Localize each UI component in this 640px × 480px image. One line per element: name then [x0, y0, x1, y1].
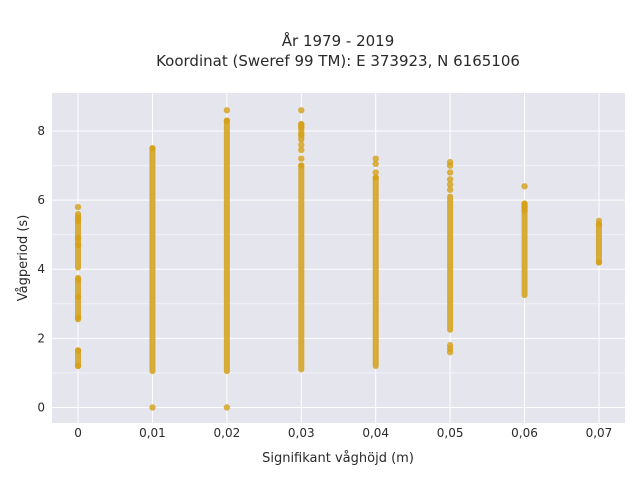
data-point	[298, 162, 305, 169]
x-tick-label: 0,07	[586, 426, 613, 440]
data-point	[521, 207, 528, 214]
data-point	[149, 145, 156, 152]
data-point	[74, 234, 82, 242]
data-point	[74, 217, 82, 225]
data-point	[521, 183, 528, 190]
data-point	[149, 404, 156, 411]
data-point	[446, 162, 454, 169]
y-tick-label: 0	[37, 400, 45, 414]
data-point	[372, 160, 379, 168]
data-point	[298, 124, 305, 131]
data-point	[223, 404, 231, 411]
data-point	[446, 186, 454, 193]
data-point	[446, 181, 454, 188]
x-tick-label: 0,02	[214, 426, 241, 440]
data-point	[298, 107, 305, 114]
data-point	[74, 241, 82, 249]
x-tick-label: 0,01	[139, 426, 166, 440]
data-point	[595, 221, 603, 228]
data-point	[298, 141, 305, 149]
x-tick-label: 0,06	[511, 426, 538, 440]
data-point	[372, 174, 379, 181]
x-tick-label: 0,05	[437, 426, 464, 440]
data-point	[74, 347, 82, 354]
data-point	[223, 107, 231, 114]
data-point	[446, 348, 454, 356]
data-point	[74, 276, 82, 283]
y-axis-ticks: 0 2 4 6 8	[37, 124, 45, 414]
plot-area	[52, 93, 625, 423]
chart-title-line2: Koordinat (Sweref 99 TM): E 373923, N 61…	[156, 52, 520, 70]
x-tick-label: 0,04	[362, 426, 389, 440]
x-tick-label: 0	[74, 426, 82, 440]
data-point	[223, 117, 231, 124]
data-point	[298, 146, 305, 154]
data-point	[298, 155, 305, 162]
data-point	[372, 169, 379, 176]
data-point	[372, 155, 379, 162]
data-point	[298, 131, 305, 138]
x-axis-title: Signifikant våghöjd (m)	[262, 451, 414, 466]
x-tick-label: 0,03	[288, 426, 315, 440]
y-tick-label: 8	[37, 124, 45, 138]
data-point	[446, 169, 454, 176]
data-point	[74, 314, 82, 321]
y-tick-label: 4	[37, 262, 45, 276]
y-tick-label: 6	[37, 193, 45, 207]
x-axis-ticks: 0 0,01 0,02 0,03 0,04 0,05 0,06 0,07	[74, 426, 612, 440]
data-point	[74, 293, 82, 301]
data-point	[446, 176, 454, 183]
data-point	[74, 362, 82, 370]
data-points	[74, 107, 603, 411]
chart-title-line1: År 1979 - 2019	[282, 31, 395, 50]
data-point	[595, 259, 603, 266]
data-point	[74, 203, 82, 211]
y-tick-label: 2	[37, 331, 45, 345]
y-axis-title: Vågperiod (s)	[16, 215, 31, 302]
